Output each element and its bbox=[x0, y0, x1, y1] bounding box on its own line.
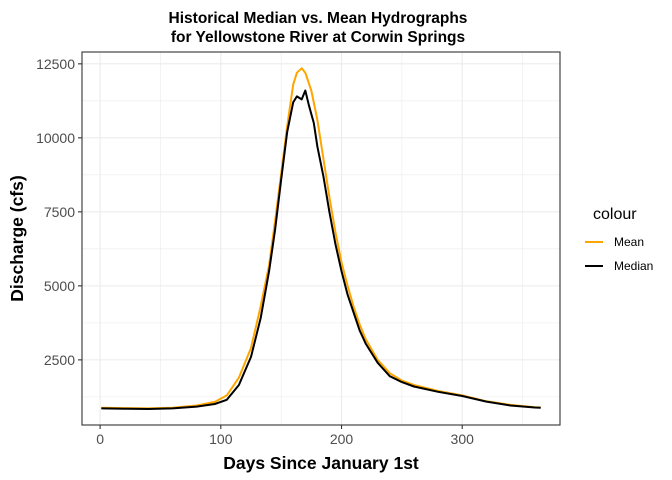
x-axis-title: Days Since January 1st bbox=[223, 453, 419, 473]
series-line-mean bbox=[101, 67, 541, 410]
x-tick-label: 100 bbox=[209, 431, 233, 447]
y-tick-label: 10000 bbox=[36, 130, 75, 146]
legend-title: colour bbox=[593, 206, 637, 223]
y-axis-title: Discharge (cfs) bbox=[7, 175, 27, 301]
legend-item-mean: Mean bbox=[585, 235, 644, 249]
chart-subtitle: for Yellowstone River at Corwin Springs bbox=[171, 29, 465, 46]
axis-ticks: 0 100 200 300 2500 5000 7500 10000 12500 bbox=[36, 56, 474, 447]
legend: colour Mean Median bbox=[585, 206, 653, 273]
y-tick-label: 2500 bbox=[44, 352, 75, 368]
y-tick-label: 12500 bbox=[36, 56, 75, 72]
plot-panel bbox=[82, 52, 560, 425]
series-lines bbox=[101, 67, 541, 410]
legend-label-mean: Mean bbox=[614, 235, 644, 249]
plot-border bbox=[81, 51, 561, 426]
series-line-median bbox=[101, 89, 541, 410]
legend-label-median: Median bbox=[614, 259, 653, 273]
legend-item-median: Median bbox=[585, 259, 653, 273]
x-tick-label: 0 bbox=[96, 431, 104, 447]
x-tick-label: 300 bbox=[451, 431, 475, 447]
chart-title: Historical Median vs. Mean Hydrographs bbox=[169, 10, 468, 27]
x-tick-label: 200 bbox=[330, 431, 354, 447]
y-tick-label: 5000 bbox=[44, 278, 75, 294]
y-tick-label: 7500 bbox=[44, 204, 75, 220]
